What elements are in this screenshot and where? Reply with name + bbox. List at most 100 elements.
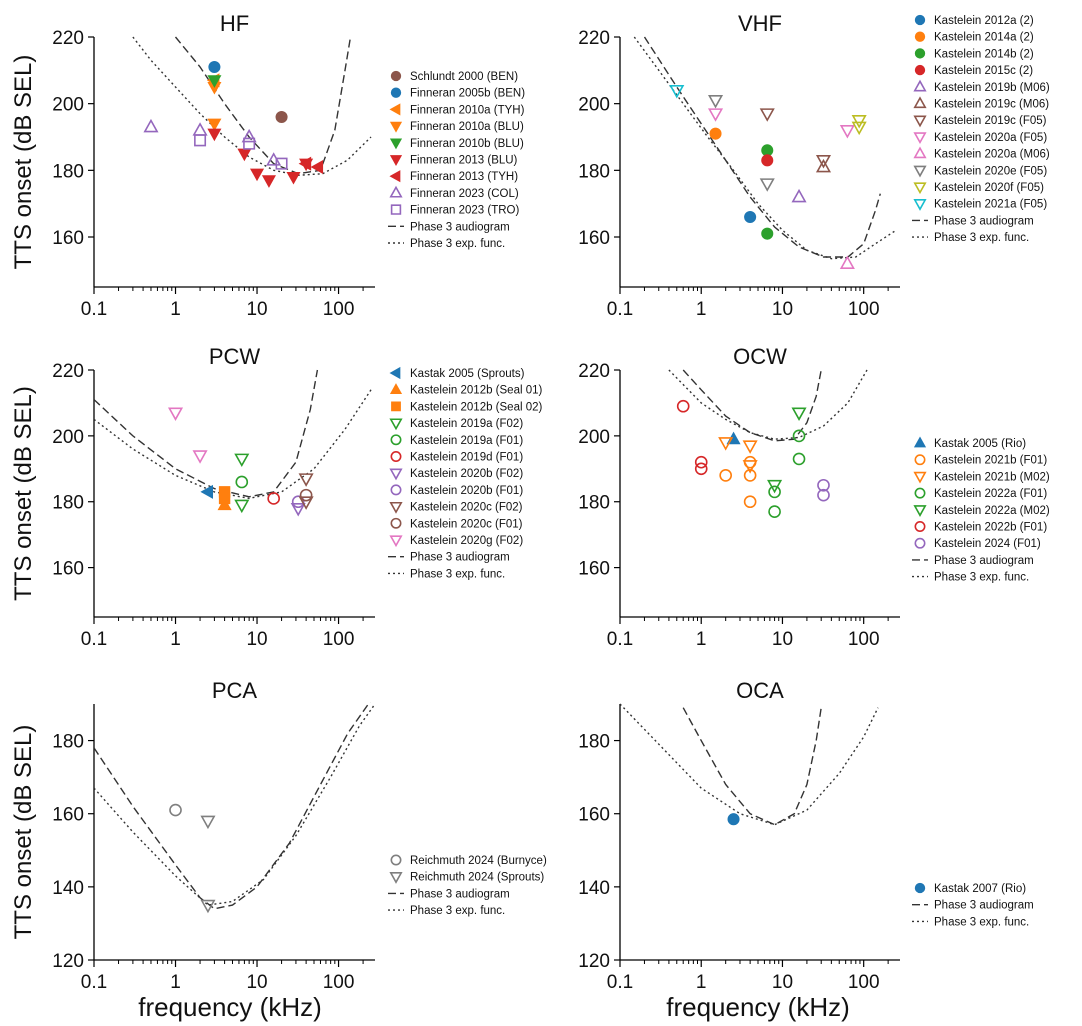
y-tick-label: 200: [578, 427, 610, 448]
data-point: [761, 144, 774, 157]
legend-label: Reichmuth 2024 (Burnyce): [410, 855, 547, 867]
y-tick-label: 220: [52, 28, 84, 49]
x-tick-label: 0.1: [607, 629, 633, 650]
x-tick-label: 100: [848, 972, 880, 993]
data-point: [791, 407, 807, 421]
data-point: [250, 168, 265, 182]
data-point: [207, 128, 222, 142]
data-point: [839, 255, 855, 270]
y-tick-label: 160: [578, 559, 610, 580]
legend-marker: [914, 537, 926, 549]
data-point: [237, 148, 252, 162]
legend-label: Finneran 2010a (TYH): [410, 104, 525, 116]
legend-marker: [914, 882, 926, 894]
exp-func-curve: [668, 369, 868, 440]
x-tick-label: 1: [696, 972, 707, 993]
legend-marker: [914, 487, 926, 499]
legend-marker: [913, 165, 927, 178]
legend-label: Phase 3 exp. func.: [934, 916, 1029, 928]
data-point: [743, 495, 757, 509]
data-point: [759, 108, 775, 122]
panel-vhf: 160 180 200 220 0.1 1 10 100 VHF Kastelein 2012a …: [578, 11, 1050, 320]
data-point: [200, 484, 214, 499]
panel-title: OCW: [733, 344, 787, 369]
data-point: [234, 453, 250, 468]
x-tick-label: 10: [772, 629, 793, 650]
y-tick-label: 160: [52, 559, 84, 580]
y-tick-label: 200: [578, 95, 610, 116]
legend-marker: [914, 48, 926, 59]
legend-marker: [914, 64, 926, 76]
legend-label: Kastelein 2019a (F02): [410, 418, 523, 430]
legend-label: Kastak 2007 (Rio): [934, 883, 1026, 895]
y-axis-label: TTS onset (dB SEL): [10, 55, 37, 270]
legend-label: Kastelein 2019c (M06): [934, 99, 1049, 111]
audiogram-curve: [682, 707, 822, 826]
legend-label: Phase 3 audiogram: [410, 888, 510, 900]
data-point: [299, 488, 313, 502]
data-point: [709, 127, 722, 140]
x-tick-label: 10: [246, 972, 267, 993]
y-tick-label: 220: [578, 28, 610, 49]
legend-label: Phase 3 audiogram: [934, 215, 1034, 227]
legend-marker: [913, 436, 927, 448]
legend-marker: [914, 454, 926, 466]
data-point: [207, 75, 222, 88]
data-point: [744, 210, 757, 224]
x-tick-label: 1: [170, 629, 181, 650]
legend-label: Kastelein 2020c (F02): [410, 502, 523, 514]
legend-label: Finneran 2013 (BLU): [410, 155, 518, 167]
legend-label: Kastak 2005 (Sprouts): [410, 368, 525, 380]
data-point: [694, 455, 708, 469]
data-point: [298, 156, 312, 171]
legend-label: Finneran 2013 (TYH): [410, 171, 518, 183]
y-tick-label: 220: [578, 361, 610, 382]
legend-label: Kastelein 2019c (F05): [934, 115, 1047, 127]
legend-label: Finneran 2023 (TRO): [410, 205, 519, 217]
legend-marker: [391, 401, 401, 412]
y-tick-label: 180: [578, 161, 610, 182]
data-point: [310, 159, 324, 175]
data-point: [261, 175, 276, 188]
data-point: [208, 60, 221, 74]
data-point: [235, 475, 249, 489]
legend-marker: [389, 155, 403, 167]
legend-marker: [389, 138, 403, 150]
legend-marker: [913, 471, 927, 484]
legend-label: Kastelein 2014b (2): [934, 48, 1034, 60]
legend-marker: [389, 383, 403, 395]
legend-marker: [390, 517, 402, 529]
legend-label: Phase 3 audiogram: [934, 555, 1034, 567]
data-point: [817, 488, 830, 502]
data-point: [143, 118, 159, 133]
panel-oca: 120 140 160 180 0.1 1 10 100 OCA Kastak 2007 (Rio…: [578, 678, 1033, 993]
legend-marker: [389, 535, 403, 548]
data-point: [719, 469, 733, 482]
legend-label: Kastelein 2022a (M02): [934, 505, 1050, 517]
data-point: [839, 124, 855, 139]
legend-label: Phase 3 audiogram: [410, 552, 510, 564]
legend-marker: [390, 451, 402, 462]
audiogram-curve: [174, 36, 352, 175]
x-tick-label: 1: [170, 299, 181, 320]
legend-label: Kastelein 2021b (M02): [934, 471, 1050, 483]
y-tick-label: 180: [52, 161, 84, 182]
data-point: [192, 450, 208, 464]
data-point: [234, 499, 250, 514]
legend-marker: [914, 31, 926, 42]
data-point: [768, 505, 781, 518]
legend-marker: [390, 854, 402, 866]
panel-title: PCW: [209, 344, 261, 369]
legend-label: Phase 3 exp. func.: [934, 572, 1029, 584]
legend-marker: [389, 185, 403, 198]
data-point: [759, 178, 775, 192]
data-point: [192, 122, 208, 136]
data-point: [767, 479, 783, 494]
legend-marker: [913, 96, 927, 109]
y-axis-label: TTS onset (dB SEL): [10, 725, 37, 940]
y-tick-label: 220: [52, 361, 84, 382]
panel-title: HF: [220, 11, 249, 36]
legend-label: Kastelein 2024 (F01): [934, 538, 1041, 550]
y-tick-label: 160: [578, 805, 610, 826]
legend-marker: [389, 468, 403, 481]
